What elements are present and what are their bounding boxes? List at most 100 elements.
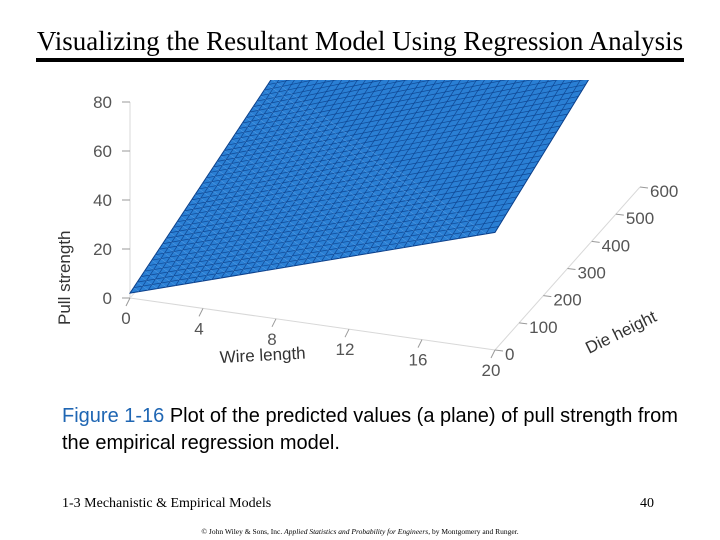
plane-mesh-line (231, 80, 533, 140)
y-tick-mark (567, 268, 576, 270)
plane-hatch-line (173, 227, 240, 276)
plane-hatch-line (267, 84, 477, 236)
plane-mesh-line (385, 80, 493, 251)
plane-hatch-line (155, 254, 195, 283)
x-axis-title: Wire length (219, 344, 306, 367)
plane-mesh-line (202, 113, 568, 184)
y-tick-label: 100 (529, 318, 557, 337)
plane-hatch-line (263, 89, 468, 238)
plane-hatch-line (256, 100, 450, 241)
plane-mesh-line (260, 80, 338, 97)
plane-mesh-line (330, 80, 446, 260)
footer-section-title: 1-3 Mechanistic & Empirical Models (62, 496, 272, 511)
plane-hatch-line (245, 117, 423, 245)
z-tick-label: 0 (103, 289, 112, 308)
x-tick-label: 12 (336, 340, 355, 359)
page-number: 40 (640, 496, 654, 511)
plane-fill (128, 80, 590, 294)
plane-hatch-line (242, 122, 414, 247)
x-tick-mark (125, 297, 131, 307)
y-tick-mark (591, 240, 600, 243)
y-tick-label: 500 (626, 209, 654, 228)
plane-hatch-line (213, 166, 341, 259)
x-axis-line (129, 297, 496, 351)
plane-mesh-line (485, 80, 581, 235)
x-tick-label: 8 (267, 330, 276, 349)
plane-hatch-line (234, 133, 395, 250)
y-tick-label: 300 (578, 264, 606, 283)
plane-hatch-line (191, 199, 286, 268)
plane-hatch-line (220, 155, 359, 256)
plane-hatch-line (140, 276, 158, 289)
z-tick-label: 20 (93, 240, 112, 259)
copyright-prefix: © John Wiley & Sons, Inc. (201, 527, 285, 536)
plane-mesh-line (213, 96, 579, 168)
plane-hatch-line (260, 95, 459, 239)
plane-mesh-line (430, 80, 533, 244)
plane-mesh-line (449, 80, 549, 241)
y-tick-mark (639, 186, 649, 189)
plane-mesh-line (357, 80, 469, 256)
title-underline (36, 58, 684, 62)
y-tick-label: 0 (505, 345, 514, 364)
plane-mesh-line (412, 80, 517, 247)
y-tick-mark (615, 213, 624, 216)
plane-hatch-line (162, 243, 213, 280)
x-tick-mark (271, 318, 277, 328)
figure-caption-text: Plot of the predicted values (a plane) o… (62, 405, 678, 454)
plane-mesh-line (249, 80, 409, 113)
plane-hatch-line (224, 150, 368, 254)
y-tick-mark (543, 295, 552, 298)
copyright-suffix: , by Montgomery and Runger. (428, 527, 519, 536)
plane-hatch-line (253, 106, 441, 242)
plane-hatch-line (231, 139, 386, 251)
plane-hatch-line (151, 259, 185, 285)
plane-hatch-line (166, 238, 222, 279)
plane-mesh-line (339, 80, 454, 259)
regression-plane-surface (128, 80, 590, 294)
x-tick-label: 20 (482, 361, 501, 380)
x-tick-mark (417, 339, 423, 348)
plane-mesh-line (224, 80, 585, 151)
z-tick-label: 60 (93, 142, 112, 161)
plane-mesh-line (403, 80, 509, 248)
figure-caption: Figure 1-16 Plot of the predicted values… (62, 403, 682, 457)
plane-hatch-line (176, 221, 249, 274)
slide-title: Visualizing the Resultant Model Using Re… (36, 26, 684, 56)
plane-mesh-line (421, 80, 525, 245)
plane-hatch-line (169, 232, 231, 277)
z-tick-label: 80 (93, 93, 112, 112)
plane-mesh-line (376, 80, 485, 253)
plane-hatch-line (137, 281, 149, 291)
plane-hatch-line (147, 265, 176, 286)
plane-hatch-line (272, 80, 487, 235)
z-axis-title: Pull strength (55, 231, 74, 326)
y-tick-label: 200 (553, 291, 581, 310)
plane-mesh-line (235, 80, 507, 135)
y-axis-title: Die height (582, 307, 659, 358)
copyright-book-title: Applied Statistics and Probability for E… (284, 527, 429, 536)
plane-hatch-line (205, 177, 322, 262)
plane-mesh-line (458, 80, 557, 239)
plane-mesh-line (439, 80, 541, 242)
plane-hatch-line (209, 172, 331, 260)
plane-mesh-line (206, 107, 572, 179)
x-tick-mark (490, 349, 496, 359)
x-tick-mark (344, 328, 350, 338)
plane-mesh-line (321, 80, 438, 262)
plane-hatch-line (187, 205, 277, 270)
plane-hatch-line (144, 270, 167, 288)
y-tick-label: 600 (650, 182, 678, 201)
plane-mesh-line (220, 84, 586, 157)
y-tick-mark (494, 349, 504, 352)
plane-hatch-line (184, 210, 268, 271)
plane-mesh-line (467, 80, 565, 238)
plane-mesh-line (238, 80, 482, 129)
plane-mesh-line (216, 90, 583, 162)
plane-hatch-line (158, 249, 204, 282)
y-tick-mark (519, 322, 528, 325)
plane-hatch-line (238, 128, 404, 248)
plane-hatch-line (249, 111, 432, 244)
plane-mesh-line (245, 80, 433, 118)
